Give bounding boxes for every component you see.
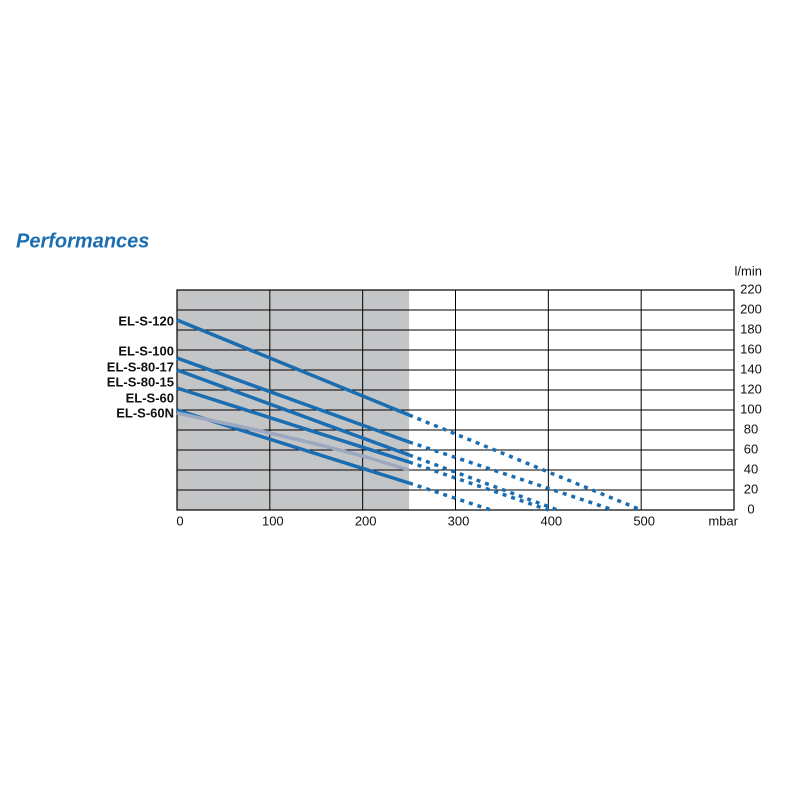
legend-label: EL-S-60 xyxy=(126,390,174,405)
y-tick-label: 140 xyxy=(740,361,762,376)
chart-title: Performances xyxy=(16,230,149,252)
legend-label: EL-S-100 xyxy=(118,343,174,358)
y-tick-label: 20 xyxy=(744,481,758,496)
x-tick-label: 300 xyxy=(448,513,470,528)
y-tick-label: 40 xyxy=(744,461,758,476)
legend-label: EL-S-80-17 xyxy=(107,359,174,374)
series-line-extrapolated xyxy=(408,460,549,512)
x-tick-label: 100 xyxy=(262,513,284,528)
y-tick-label: 100 xyxy=(740,401,762,416)
legend-label: EL-S-120 xyxy=(118,313,174,328)
legend-label: EL-S-80-15 xyxy=(107,374,174,389)
series-line xyxy=(176,411,410,472)
y-tick-label: 180 xyxy=(740,321,762,336)
series-line xyxy=(176,368,410,457)
y-tick-label: 80 xyxy=(744,421,758,436)
x-tick-label: 200 xyxy=(355,513,377,528)
y-tick-label: 160 xyxy=(740,341,762,356)
y-axis-label: l/min xyxy=(735,263,762,278)
legend-label: EL-S-60N xyxy=(116,405,174,420)
y-tick-label: 220 xyxy=(740,281,762,296)
series-line xyxy=(176,386,410,464)
series-line xyxy=(176,318,410,417)
plot-border xyxy=(176,289,735,511)
x-tick-label: 0 xyxy=(176,513,183,528)
x-tick-label: 500 xyxy=(633,513,655,528)
series-line xyxy=(176,356,410,444)
series-line-extrapolated xyxy=(408,413,642,512)
series-line-extrapolated xyxy=(408,453,559,512)
x-tick-label: 400 xyxy=(540,513,562,528)
y-tick-label: 200 xyxy=(740,301,762,316)
y-tick-label: 0 xyxy=(747,501,754,516)
series-line-extrapolated xyxy=(408,440,614,512)
y-tick-label: 120 xyxy=(740,381,762,396)
y-tick-label: 60 xyxy=(744,441,758,456)
x-axis-label: mbar xyxy=(708,513,738,528)
